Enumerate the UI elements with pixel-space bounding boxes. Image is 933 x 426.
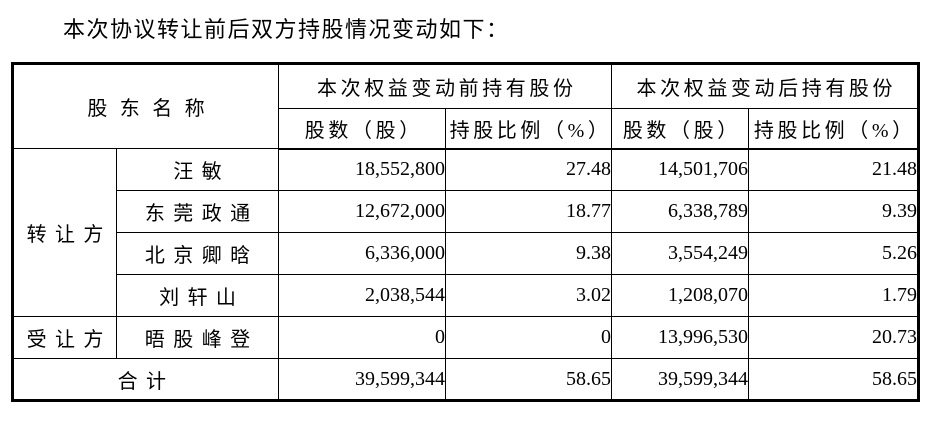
before-ratio-cell: 18.77: [444, 190, 613, 233]
group-label-transferor: 转让方: [12, 148, 117, 317]
after-ratio-cell: 21.48: [748, 148, 920, 191]
header-after-ratio: 持股比例（%）: [748, 108, 920, 150]
before-shares-cell: 12,672,000: [278, 190, 446, 233]
after-shares-cell: 14,501,706: [611, 148, 750, 191]
before-ratio-cell: 3.02: [444, 274, 613, 317]
header-before-change-group: 本次权益变动前持有股份: [277, 63, 613, 109]
after-shares-cell: 1,208,070: [611, 274, 750, 317]
header-after-change-group: 本次权益变动后持有股份: [611, 63, 920, 109]
header-shareholder-name: 股东名称: [12, 63, 279, 149]
shareholder-name-cell: 东莞政通: [116, 190, 279, 233]
group-label-transferee: 受让方: [12, 316, 117, 359]
shareholder-name-cell: 北京卿晗: [116, 232, 279, 275]
header-after-shares: 股数（股）: [611, 108, 750, 150]
before-shares-cell: 2,038,544: [278, 274, 446, 317]
shareholding-change-table: 股东名称 本次权益变动前持有股份 本次权益变动后持有股份 股数（股） 持股比例（…: [11, 62, 921, 402]
header-row-groups: 股东名称 本次权益变动前持有股份 本次权益变动后持有股份: [12, 63, 920, 149]
after-ratio-cell: 5.26: [748, 232, 920, 275]
before-shares-cell: 18,552,800: [278, 148, 446, 191]
total-label-cell: 合计: [12, 358, 279, 401]
section-title: 本次协议转让前后双方持股情况变动如下：: [63, 17, 510, 42]
after-ratio-cell: 20.73: [748, 316, 920, 359]
after-shares-cell: 13,996,530: [611, 316, 750, 359]
after-shares-cell: 3,554,249: [611, 232, 750, 275]
header-before-ratio: 持股比例（%）: [444, 108, 613, 150]
total-before-ratio-cell: 58.65: [444, 358, 613, 401]
header-row-subcolumns: 股数（股） 持股比例（%） 股数（股） 持股比例（%）: [13, 108, 920, 150]
after-ratio-cell: 1.79: [748, 274, 920, 317]
total-before-shares-cell: 39,599,344: [278, 358, 446, 401]
after-ratio-cell: 9.39: [748, 190, 920, 233]
total-after-shares-cell: 39,599,344: [611, 358, 750, 401]
before-shares-cell: 0: [278, 316, 446, 359]
shareholder-name-cell: 刘轩山: [116, 274, 279, 317]
table-row: 转让方 汪敏 18,552,800 27.48 14,501,706 21.48: [12, 148, 920, 317]
header-before-shares: 股数（股）: [278, 108, 446, 150]
table-row: 东莞政通 12,672,000 18.77 6,338,789 9.39: [13, 190, 920, 233]
before-shares-cell: 6,336,000: [278, 232, 446, 275]
shareholder-name-cell: 晤股峰登: [116, 316, 279, 359]
after-shares-cell: 6,338,789: [611, 190, 750, 233]
table-row: 刘轩山 2,038,544 3.02 1,208,070 1.79: [13, 274, 920, 317]
total-row: 合计 39,599,344 58.65 39,599,344 58.65: [12, 358, 920, 401]
table-row: 北京卿晗 6,336,000 9.38 3,554,249 5.26: [13, 232, 920, 275]
total-after-ratio-cell: 58.65: [748, 358, 920, 401]
before-ratio-cell: 0: [444, 316, 613, 359]
shareholder-name-cell: 汪敏: [116, 148, 279, 191]
before-ratio-cell: 9.38: [444, 232, 613, 275]
before-ratio-cell: 27.48: [444, 148, 613, 191]
table-row: 受让方 晤股峰登 0 0 13,996,530 20.73: [12, 316, 920, 359]
